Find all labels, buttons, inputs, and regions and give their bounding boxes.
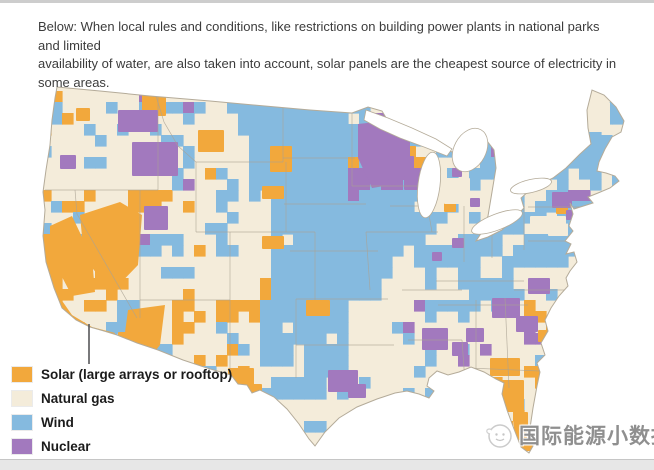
legend-label-nuclear: Nuclear (41, 439, 91, 454)
page-bottom-divider (0, 459, 654, 470)
legend-label-wind: Wind (41, 415, 74, 430)
legend-item-natural-gas: Natural gas (11, 390, 232, 407)
watermark-logo-icon (486, 424, 512, 448)
legend-label-solar: Solar (large arrays or rooftop) (41, 367, 233, 382)
map-feature-patches (50, 94, 610, 451)
legend-swatch-wind (11, 414, 33, 431)
caption-line-1: Below: When local rules and conditions, … (38, 19, 600, 53)
legend-swatch-solar (11, 366, 33, 383)
legend-item-wind: Wind (11, 414, 232, 431)
legend-item-nuclear: Nuclear (11, 438, 232, 455)
lake-michigan (416, 151, 442, 219)
caption-line-2: availability of water, are also taken in… (38, 56, 617, 90)
legend-item-solar: Solar (large arrays or rooftop) (11, 366, 233, 383)
legend-swatch-natural-gas (11, 390, 33, 407)
great-lakes (363, 109, 552, 235)
article-caption: Below: When local rules and conditions, … (38, 18, 624, 92)
legend-swatch-nuclear (11, 438, 33, 455)
map-legend: Solar (large arrays or rooftop) Natural … (11, 366, 233, 462)
lake-huron (451, 127, 489, 173)
legend-label-natural-gas: Natural gas (41, 391, 115, 406)
map-national-outline (42, 86, 625, 454)
lake-erie (471, 209, 523, 235)
page-top-divider (0, 0, 654, 3)
watermark: 国际能源小数据 (484, 420, 654, 450)
lake-superior (363, 109, 453, 157)
lake-ontario (510, 177, 552, 195)
watermark-text: 国际能源小数据 (519, 425, 654, 448)
